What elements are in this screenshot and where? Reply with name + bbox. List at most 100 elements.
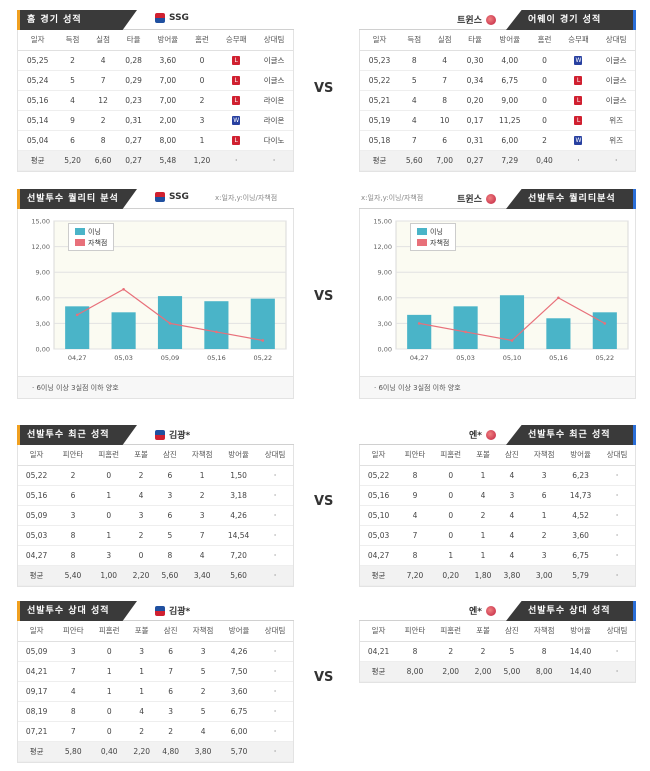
table-cell: 2 (127, 721, 157, 742)
table-row: 05,09 3 0 3 6 3 4,26 · (18, 505, 293, 526)
average-row: 평균 8,00 2,00 2,00 5,00 8,00 14,40 · (360, 661, 635, 682)
table-row: 05,04 6 8 0,27 8,00 1 L 다이노 (18, 130, 293, 151)
average-row: 평균 5,60 7,00 0,27 7,29 0,40 · · (360, 150, 635, 171)
chart-legend: 이닝 자책점 (68, 223, 115, 251)
table-cell: 1 (90, 525, 127, 546)
table-cell: 0 (90, 505, 127, 526)
table-cell: 8 (397, 465, 433, 486)
table-cell: · (599, 505, 635, 526)
average-cell: 2,20 (127, 741, 157, 762)
table-cell: 05,19 (360, 110, 400, 131)
average-cell: · (597, 150, 635, 171)
table-row: 05,19 4 10 0,17 11,25 0 L 위즈 (360, 110, 635, 131)
column-header: 일자 (360, 445, 398, 466)
home-record-panel: 홈 경기 성적 SSG 일자 득점 실점 타율 방어율 홈런 승무패 상대팀 05,25 2 4 0,… (17, 10, 294, 172)
table-cell: · (257, 661, 293, 682)
table-cell: 8 (87, 130, 119, 151)
legend-swatch-er (75, 239, 85, 246)
table-cell: 04,21 (360, 641, 398, 662)
table-cell: 04,27 (18, 545, 56, 566)
table-cell: 0 (529, 50, 560, 71)
legend-er: 자책점 (88, 238, 108, 247)
average-cell: · (559, 150, 598, 171)
team-label: 엔* (469, 428, 496, 441)
table-cell: 2,00 (148, 110, 187, 131)
table-header-row: 일자 피안타 피홈런 포볼 삼진 자책점 방어율 상대팀 (360, 621, 635, 642)
away-record-panel: 트윈스 어웨이 경기 성적 일자 득점 실점 타율 방어율 홈런 승무패 상대팀 05,23 8 4… (359, 10, 636, 172)
table-cell: 6 (429, 130, 460, 151)
table-cell: 0 (529, 90, 560, 111)
table-cell: · (599, 465, 635, 486)
table-row: 05,03 8 1 2 5 7 14,54 · (18, 525, 293, 546)
table-cell: 0 (90, 465, 127, 486)
table-cell: 7 (397, 525, 433, 546)
y-tick-label: 0,00 (378, 346, 392, 354)
table-cell: L (217, 50, 256, 71)
table-cell: 1 (526, 505, 563, 526)
legend-innings: 이닝 (430, 227, 443, 236)
average-cell: 1,20 (186, 150, 218, 171)
innings-bar (407, 314, 432, 349)
table-cell: 6 (155, 465, 185, 486)
recent-left-panel: 선발투수 최근 성적 김광* 일자 피안타 피홈런 포볼 삼진 자책점 방어율 상대팀 05,2… (17, 425, 294, 587)
table-row: 05,22 8 0 1 4 3 6,23 · (360, 465, 635, 486)
table-cell: 5 (185, 661, 222, 682)
table-cell: 이글스 (597, 90, 635, 111)
earned-runs-point (464, 330, 467, 334)
table-row: 05,03 7 0 1 4 2 3,60 · (360, 525, 635, 546)
panel-header: 홈 경기 성적 SSG (17, 10, 294, 30)
table-cell: 2 (186, 90, 218, 111)
table-cell: 14,73 (562, 485, 600, 506)
table-cell: 08,19 (18, 701, 56, 722)
average-cell: 0,40 (529, 150, 560, 171)
table-cell: · (257, 545, 293, 566)
average-cell: 6,60 (87, 150, 119, 171)
table-row: 09,17 4 1 1 6 2 3,60 · (18, 681, 293, 702)
team-name: SSG (169, 13, 189, 23)
table-cell: L (559, 90, 598, 111)
team-logo-icon (486, 429, 496, 440)
team-logo-icon (486, 14, 496, 25)
stats-table: 일자 피안타 피홈런 포볼 삼진 자책점 방어율 상대팀 05,22 2 0 2 6 1 1,50 · 05,1… (18, 445, 293, 586)
table-cell: 3 (55, 641, 92, 662)
column-header: 타율 (459, 30, 491, 51)
panel-tab: 선발투수 최근 성적 (506, 425, 636, 445)
quality-right-panel: x:일자,y:이닝/자책점 트윈스 선발투수 퀄리티분석 0,00 3,00 6,0… (359, 189, 636, 399)
table-cell: 05,16 (360, 485, 398, 506)
table-row: 07,21 7 0 2 2 4 6,00 · (18, 721, 293, 742)
average-cell: · (217, 150, 256, 171)
table-cell: 0 (432, 525, 469, 546)
average-cell: · (255, 150, 293, 171)
table-cell: 4 (497, 465, 527, 486)
column-header: 홈런 (186, 30, 218, 51)
innings-bar (204, 301, 229, 349)
team-label: SSG (155, 192, 189, 202)
pitcher-name: 김광* (169, 431, 191, 441)
y-tick-label: 15,00 (373, 218, 392, 226)
axis-note: x:일자,y:이닝/자책점 (215, 194, 278, 202)
average-row: 평균 5,40 1,00 2,20 5,60 3,40 5,60 · (18, 565, 293, 586)
table-cell: 3,18 (220, 485, 258, 506)
table-cell: · (599, 641, 635, 662)
y-tick-label: 12,00 (31, 243, 50, 251)
x-tick-label: 05,03 (114, 354, 133, 362)
column-header: 방어율 (220, 445, 258, 466)
y-tick-label: 15,00 (31, 218, 50, 226)
table-cell: 2 (529, 130, 560, 151)
table-cell: 8 (526, 641, 563, 662)
table-cell: 6,75 (490, 70, 530, 91)
average-row: 평균 5,80 0,40 2,20 4,80 3,80 5,70 · (18, 741, 293, 762)
table-cell: 5 (399, 70, 430, 91)
vs-right-panel: 엔* 선발투수 상대 성적 일자 피안타 피홈런 포볼 삼진 자책점 방어율 상대팀 04,21… (359, 601, 636, 683)
table-cell: 1 (468, 545, 498, 566)
table-cell: 다이노 (255, 130, 293, 151)
column-header: 피안타 (397, 445, 433, 466)
column-header: 상대팀 (597, 30, 635, 51)
average-cell: 1,80 (468, 565, 498, 586)
table-cell: · (599, 545, 635, 566)
table-cell: 4 (127, 701, 157, 722)
win-badge: W (574, 136, 583, 145)
table-cell: 4,00 (490, 50, 530, 71)
panel-tab: 어웨이 경기 성적 (506, 10, 636, 30)
table-cell: 3 (156, 701, 186, 722)
